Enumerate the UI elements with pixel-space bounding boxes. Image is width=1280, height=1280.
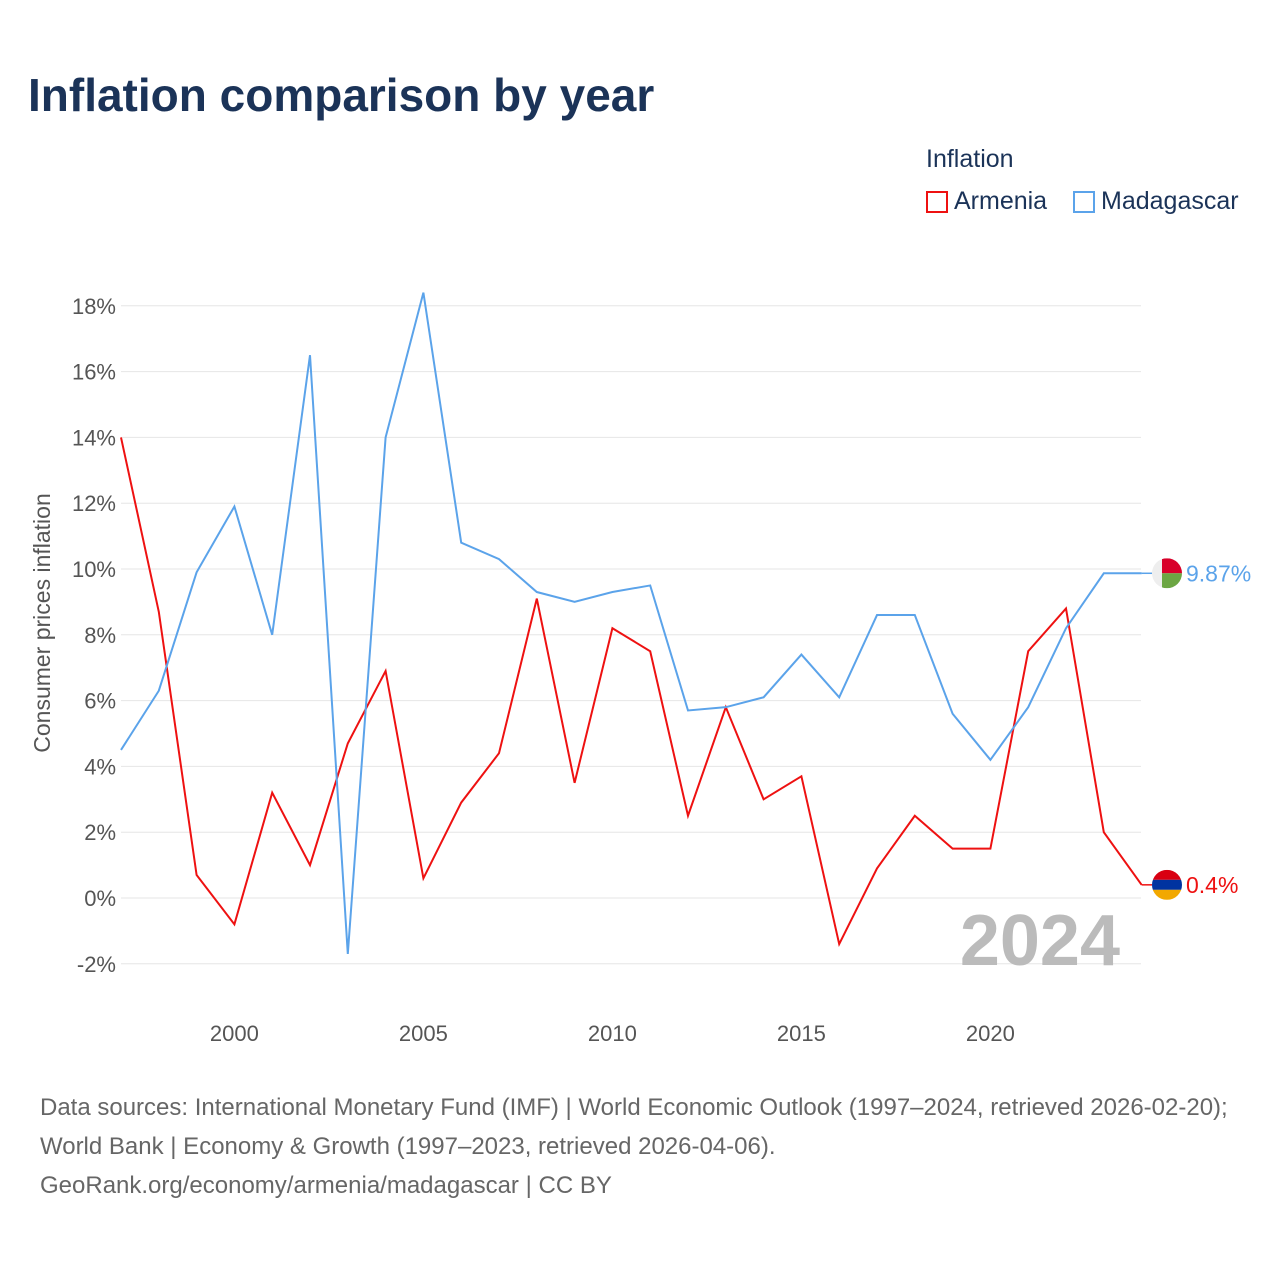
y-tick-label: 14% (72, 425, 116, 450)
x-tick-label: 2015 (777, 1021, 826, 1046)
y-axis-label: Consumer prices inflation (29, 493, 55, 753)
y-tick-label: 10% (72, 557, 116, 582)
legend-swatch (1073, 190, 1095, 213)
data-sources: Data sources: International Monetary Fun… (40, 1094, 1228, 1160)
end-value-label: 9.87% (1186, 560, 1251, 586)
y-tick-label: 8% (84, 623, 116, 648)
y-tick-label: 0% (84, 886, 116, 911)
chart-title: Inflation comparison by year (28, 69, 655, 121)
footer: Data sources: International Monetary Fun… (40, 1088, 1250, 1205)
series-line-armenia (120, 437, 1143, 948)
y-tick-label: 4% (84, 754, 116, 779)
flag-icon-armenia (1152, 869, 1182, 900)
chart-plot: -2% 0% 2% 4% 6% 8% 10% 12% 14% 16% 18% 2000 2005 2010… (29, 292, 1251, 1046)
x-tick-label: 2005 (399, 1021, 448, 1046)
y-tick-label: 12% (72, 491, 116, 516)
y-tick-label: 6% (84, 689, 116, 714)
year-watermark: 2024 (960, 901, 1120, 981)
legend-item-madagascar[interactable]: Madagascar (1073, 187, 1239, 216)
end-value-label: 0.4% (1186, 872, 1238, 898)
y-tick-label: 2% (84, 820, 116, 845)
legend-label: Armenia (954, 187, 1048, 215)
x-tick-label: 2020 (966, 1021, 1015, 1046)
attribution-link[interactable]: GeoRank.org/economy/armenia/madagascar |… (40, 1172, 612, 1199)
y-tick-label: 16% (72, 360, 116, 385)
x-tick-label: 2010 (588, 1021, 637, 1046)
flag-icon-madagascar (1152, 558, 1182, 589)
legend-title: Inflation (926, 145, 1014, 173)
legend-item-armenia[interactable]: Armenia (926, 187, 1047, 216)
legend-label: Madagascar (1101, 187, 1239, 215)
legend-swatch (926, 190, 948, 213)
x-tick-label: 2000 (210, 1021, 259, 1046)
y-tick-label: -2% (77, 952, 116, 977)
y-tick-label: 18% (72, 294, 116, 319)
series-line-madagascar (120, 292, 1142, 955)
